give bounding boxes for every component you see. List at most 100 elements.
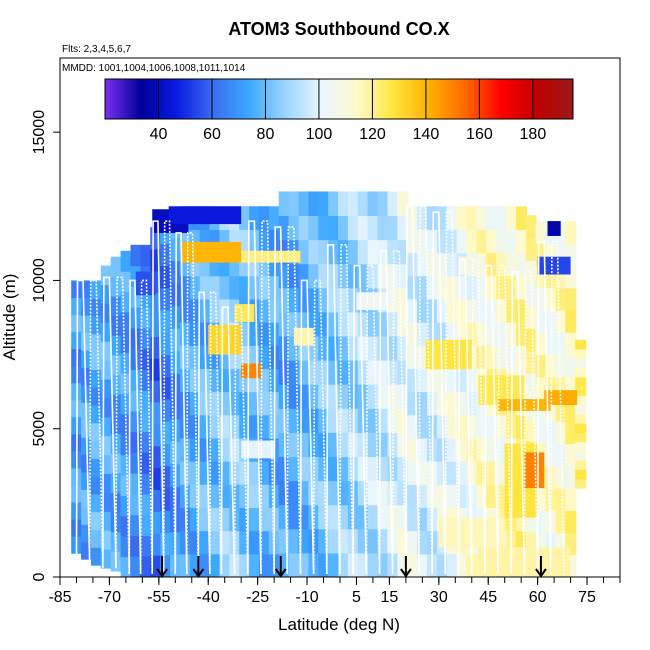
heatmap-cell <box>308 239 320 265</box>
heatmap-cell <box>417 298 429 323</box>
flight-profile-track <box>233 306 249 575</box>
heatmap-cell <box>525 509 537 533</box>
heatmap-cell <box>199 461 211 485</box>
heatmap-cell <box>377 552 389 577</box>
heatmap-cell <box>575 404 587 415</box>
heatmap-cell <box>436 206 448 230</box>
heatmap-cell <box>328 336 340 361</box>
flight-profile-track <box>286 226 302 575</box>
heatmap-cell <box>535 510 547 534</box>
heatmap-cell <box>515 252 527 277</box>
heatmap-cell <box>209 229 221 254</box>
heatmap-cell <box>545 332 557 356</box>
heatmap-cell <box>535 265 547 289</box>
heatmap-cell <box>565 310 577 333</box>
heatmap-cell <box>100 549 112 569</box>
heatmap-cell <box>357 528 369 554</box>
heatmap-cell <box>565 243 577 267</box>
heatmap-cell <box>288 336 300 361</box>
marker-arrow <box>192 556 205 578</box>
heatmap-cell <box>555 488 567 511</box>
heatmap-cell <box>565 488 577 511</box>
heatmap-cell <box>338 336 350 361</box>
heatmap-cell <box>298 552 310 577</box>
heatmap-cell <box>456 484 468 508</box>
heatmap-cell <box>575 478 587 489</box>
heatmap-cell <box>298 480 310 506</box>
x-tick-label: -10 <box>295 589 318 606</box>
heatmap-cell <box>357 263 369 289</box>
heatmap-cell <box>456 322 468 346</box>
heatmap-cell <box>258 530 271 555</box>
heatmap-cell <box>249 391 261 416</box>
heatmap-cell <box>496 275 508 300</box>
flight-profile-track <box>197 291 211 575</box>
heatmap-cell <box>140 307 152 329</box>
heatmap-cell <box>377 384 389 409</box>
heatmap-cell <box>90 493 103 513</box>
heatmap-cell <box>189 298 201 323</box>
heatmap-cell <box>120 515 132 537</box>
y-tick-label: 0 <box>31 572 48 581</box>
heatmap-cell <box>397 480 409 506</box>
heatmap-cell <box>150 314 162 337</box>
colorbar-tick-label: 40 <box>150 126 168 143</box>
heatmap-cell <box>575 450 587 461</box>
heatmap-cell <box>229 275 241 300</box>
heatmap-cell <box>496 229 508 254</box>
heatmap-cell <box>219 368 231 393</box>
heatmap-cell <box>347 215 359 241</box>
heatmap-cell <box>407 553 419 577</box>
heatmap-cell <box>318 384 330 409</box>
heatmap-cell <box>130 452 142 474</box>
heatmap-cell <box>288 287 300 313</box>
heatmap-cell <box>81 506 93 525</box>
heatmap-cell <box>338 432 350 458</box>
heatmap-cell <box>545 510 557 534</box>
heatmap-cell <box>209 252 221 277</box>
x-axis-label: Latitude (deg N) <box>278 615 400 634</box>
heatmap-cell <box>575 395 587 406</box>
heatmap-cell <box>298 360 310 385</box>
heatmap-cell <box>328 432 340 458</box>
heatmap-patch <box>293 327 314 346</box>
heatmap-cell <box>140 410 152 433</box>
heatmap-cell <box>130 410 142 433</box>
heatmap-cell <box>100 303 112 323</box>
heatmap-cell <box>90 387 103 406</box>
heatmap-cell <box>110 492 122 513</box>
heatmap-cell <box>209 484 221 508</box>
heatmap-cell <box>318 239 330 265</box>
heatmap-cell <box>140 369 152 391</box>
x-axis: -85 -70 -55 -40 -25 -10 5 15 30 45 60 75 <box>48 577 621 606</box>
heatmap-cell <box>100 379 112 399</box>
heatmap-cell <box>377 432 389 458</box>
heatmap-cell <box>199 484 211 508</box>
heatmap-cell <box>189 553 201 577</box>
heatmap-cell <box>407 461 419 485</box>
heatmap-patch <box>537 256 571 275</box>
heatmap-cell <box>100 511 112 531</box>
heatmap-cell <box>377 408 389 433</box>
heatmap-cell <box>575 469 587 480</box>
heatmap-cell <box>209 461 221 485</box>
heatmap-cell <box>100 416 112 437</box>
heatmap-cell <box>575 367 587 378</box>
heatmap-cell <box>417 229 429 254</box>
heatmap-cell <box>130 369 142 391</box>
heatmap-cell <box>417 414 429 439</box>
heatmap-cell <box>308 384 320 409</box>
heatmap-cell <box>298 263 310 289</box>
heatmap-cell <box>90 316 103 335</box>
heatmap-cell <box>199 530 211 555</box>
flight-profile-track <box>418 205 434 575</box>
marker-arrow <box>156 556 168 578</box>
heatmap-cell <box>288 360 300 385</box>
heatmap-cell <box>189 530 201 555</box>
heatmap-cell <box>278 311 290 337</box>
heatmap-cell <box>357 360 369 385</box>
heatmap-cell <box>318 311 330 337</box>
flight-profile-track <box>339 244 354 575</box>
heatmap-cell <box>555 465 567 489</box>
heatmap-cell <box>515 322 527 346</box>
